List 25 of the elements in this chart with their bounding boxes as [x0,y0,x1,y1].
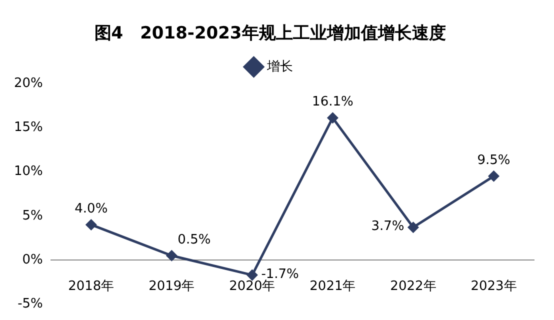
x-tick-label: 2020年 [229,279,276,294]
x-tick-label: 2019年 [148,279,195,294]
data-label: 16.1% [312,94,354,110]
data-label: 4.0% [74,202,108,217]
point [408,222,418,233]
point [488,170,499,182]
point [327,112,338,124]
x-tick-label: 2022年 [390,279,436,294]
x-tick-label: 2021年 [310,279,356,294]
x-tick-label: 2018年 [68,279,114,294]
y-tick-label: -5% [18,296,43,312]
point [246,270,258,280]
y-tick-label: 20% [14,76,43,91]
point [86,219,96,230]
chart-title: 图4 2018-2023年规上工业增加值增长速度 [94,24,446,44]
y-tick-label: 0% [22,252,43,268]
data-label: 9.5% [477,153,510,168]
data-label: 0.5% [178,232,211,248]
y-tick-label: 5% [22,208,43,224]
data-label: 3.7% [371,219,404,234]
point [166,250,177,261]
y-tick-label: 10% [14,164,43,180]
x-tick-label: 2023年 [470,279,517,294]
y-tick-label: 15% [14,120,43,135]
legend-label: 增长 [266,59,293,74]
